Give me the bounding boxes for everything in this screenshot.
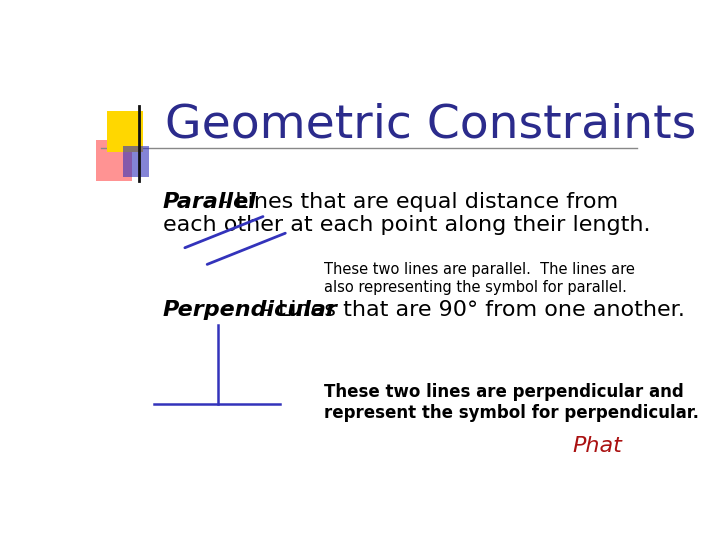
Text: Phat: Phat [573,436,623,456]
Text: Geometric Constraints: Geometric Constraints [166,103,696,147]
Text: Parallel: Parallel [163,192,256,212]
Text: - Lines that are 90° from one another.: - Lines that are 90° from one another. [163,300,685,320]
Bar [96,140,132,181]
Text: - Lines that are equal distance from
each other at each point along their length: - Lines that are equal distance from eac… [163,192,650,235]
Text: These two lines are perpendicular and
represent the symbol for perpendicular.: These two lines are perpendicular and re… [324,383,699,422]
Text: These two lines are parallel.  The lines are
also representing the symbol for pa: These two lines are parallel. The lines … [324,262,635,295]
Bar [124,146,148,177]
Bar [107,111,143,152]
Text: Perpendicular: Perpendicular [163,300,338,320]
